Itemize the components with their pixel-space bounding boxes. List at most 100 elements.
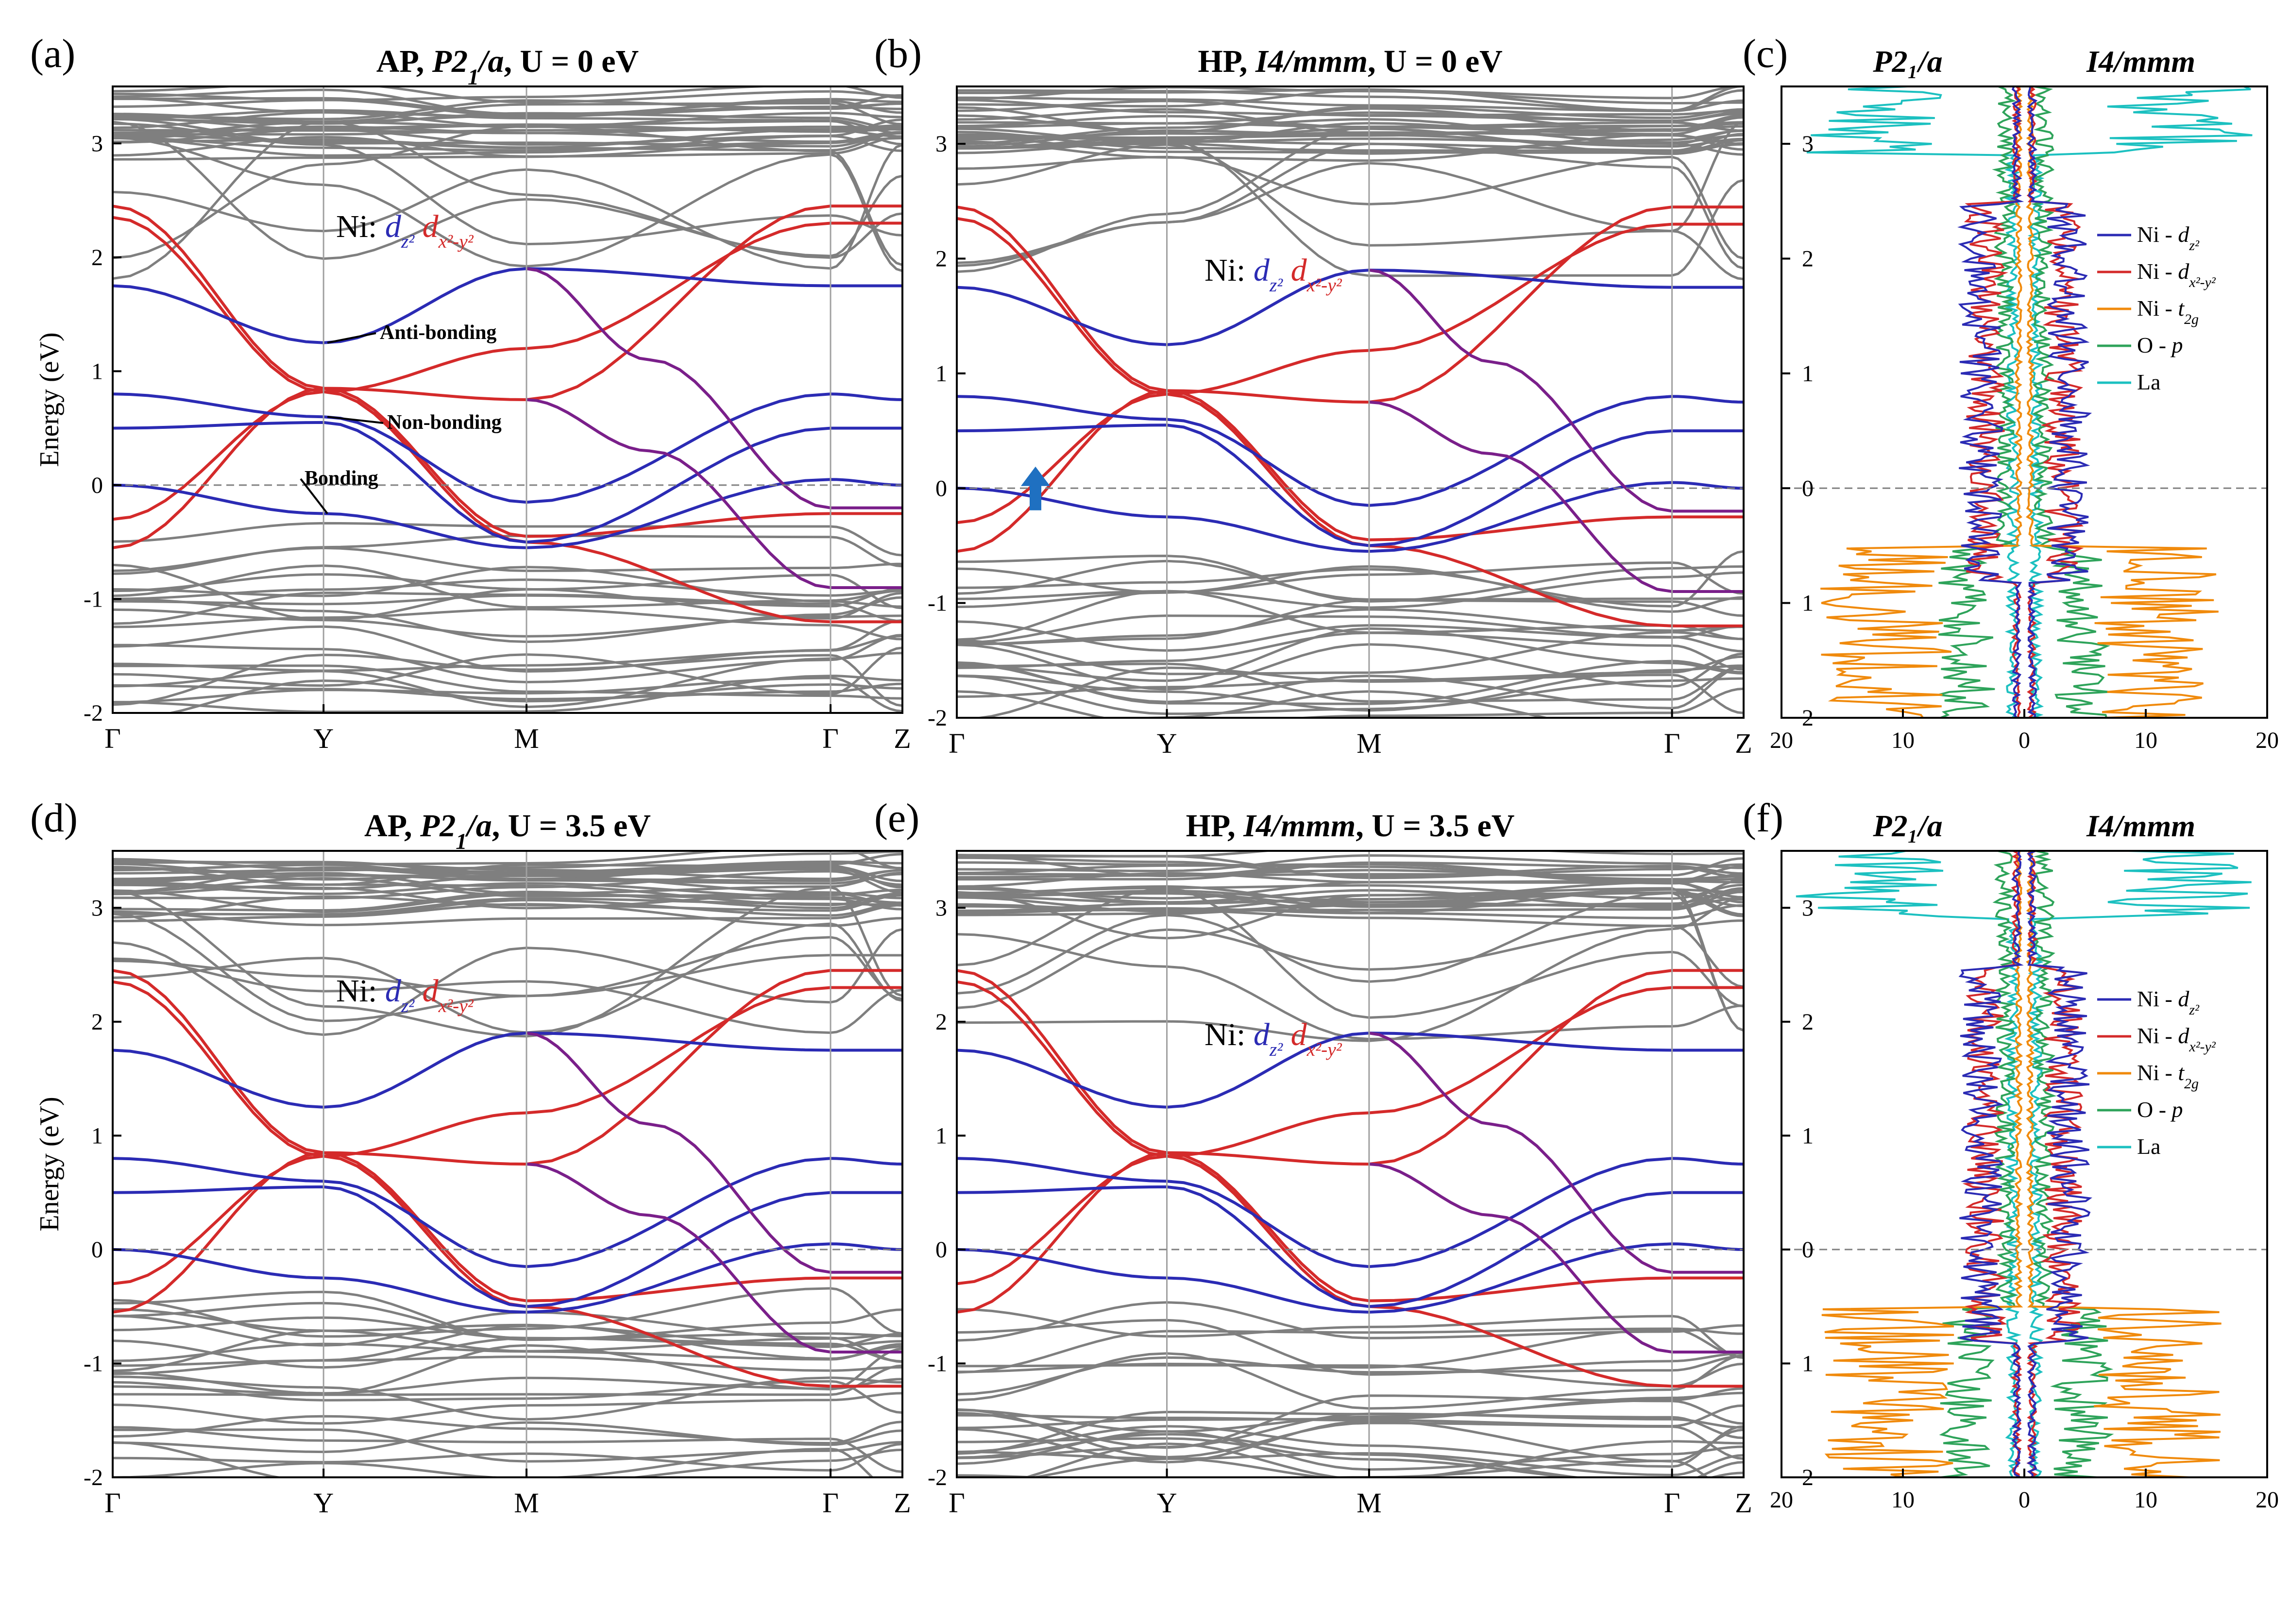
pdos-op-curve: [1938, 86, 2017, 718]
y-tick-label: -1: [928, 591, 947, 616]
kpoint-label: Γ: [949, 727, 965, 759]
legend-entry: Ni - dz²: [2137, 222, 2200, 254]
x-tick-label: 10: [2134, 1487, 2157, 1513]
pdos-la-curve: [2027, 851, 2252, 1477]
band-panel-a: (a) AP, P21/a, U = 0 eV 3 2 1 0 -1 -2 Energy (eV…: [30, 31, 911, 754]
pdos-t2g-curve: [2025, 86, 2219, 718]
kpoint-label: Y: [1157, 727, 1177, 759]
y-tick-label: 1: [1802, 1351, 1814, 1376]
band-line-dz2: [113, 267, 902, 344]
y-tick-label: -2: [84, 700, 103, 726]
band-line-mixed: [526, 1163, 902, 1353]
band-line-mixed: [1369, 1163, 1744, 1353]
y-tick-label: 2: [1802, 1465, 1814, 1490]
pdos-curves: [1796, 851, 2252, 1477]
band-line-mixed: [526, 267, 902, 509]
legend-entry: La: [2137, 1134, 2161, 1159]
panel-title: HP, I4/mmm, U = 3.5 eV: [1186, 808, 1515, 844]
kpoint-label: Γ: [949, 1487, 965, 1519]
y-tick-label: 0: [91, 473, 103, 498]
band-line-mixed: [1369, 1032, 1744, 1274]
band-line-other: [957, 133, 1744, 277]
panel-title: HP, I4/mmm, U = 0 eV: [1198, 44, 1502, 79]
pdos-header-left: P2₁/a: [1872, 44, 1942, 79]
x-tick-label: 10: [1891, 1487, 1915, 1513]
band-line-dx2: [113, 980, 902, 1158]
x-tick-label: 10: [1891, 727, 1915, 753]
y-tick-label: 3: [1802, 131, 1814, 157]
legend-entry: Ni - dx²-y²: [2137, 1023, 2216, 1055]
panel-label: (f): [1743, 795, 1783, 841]
y-tick-label: 0: [91, 1237, 103, 1263]
y-tick-label: 3: [935, 895, 947, 921]
kpoint-label: Γ: [822, 1487, 839, 1519]
y-tick-label: -1: [84, 586, 103, 612]
panel-label: (d): [30, 795, 78, 841]
band-line-other: [113, 1441, 902, 1477]
band-line-dx2: [113, 216, 902, 393]
pdos-op-curve: [1939, 851, 2018, 1477]
pdos-header-left: P2₁/a: [1872, 809, 1942, 843]
kpoint-label: Γ: [1664, 727, 1680, 759]
kpoint-label: Y: [313, 1487, 334, 1519]
y-tick-label: 3: [1802, 895, 1814, 921]
kpoint-label: Γ: [104, 1487, 121, 1519]
annotation-arrow: [327, 332, 376, 344]
band-line-dx2: [113, 387, 902, 549]
plot-frame: [956, 85, 1745, 719]
legend-entry: Ni - dz²: [2137, 986, 2200, 1018]
bands: [113, 86, 902, 713]
pdos-dz2-curve: [1958, 851, 2024, 1477]
plot-frame: [1781, 85, 2268, 719]
y-tick-label: 2: [91, 245, 103, 271]
plot-frame: [1781, 850, 2268, 1478]
pdos-dz2-curve: [1957, 86, 2024, 718]
band-line-dx2: [113, 204, 902, 402]
band-line-other: [113, 564, 902, 609]
y-tick-label: -1: [84, 1351, 103, 1376]
y-tick-label: 1: [935, 1123, 947, 1149]
band-line-dx2: [957, 389, 1744, 553]
x-tick-label: 0: [2019, 1487, 2030, 1513]
orbital-label: Ni: dz² dx²-y²: [336, 209, 474, 252]
band-line-dx2: [957, 392, 1744, 627]
y-tick-label: 1: [1802, 1123, 1814, 1149]
band-line-other: [957, 1451, 1335, 1477]
band-line-mixed: [1369, 269, 1744, 513]
band-line-mixed: [526, 1032, 902, 1274]
y-tick-label: 2: [1802, 705, 1814, 731]
band-line-dx2: [957, 969, 1744, 1166]
kpoint-label: Γ: [1664, 1487, 1680, 1519]
band-line-dz2: [957, 1032, 1744, 1109]
panel-label: (a): [30, 31, 75, 76]
y-tick-label: 0: [1802, 1237, 1814, 1263]
kpoint-label: Z: [894, 723, 911, 754]
x-tick-label: 20: [1770, 1487, 1793, 1513]
x-tick-label: 20: [2256, 1487, 2279, 1513]
y-tick-label: 2: [91, 1009, 103, 1035]
y-tick-label: -2: [928, 705, 947, 731]
band-line-other: [957, 933, 1744, 1041]
orbital-label: Ni: dz² dx²-y²: [1204, 253, 1342, 296]
y-tick-label: 2: [935, 246, 947, 272]
band-line-other: [113, 619, 902, 673]
band-annotation: Bonding: [305, 467, 378, 490]
legend-entry: La: [2137, 370, 2161, 394]
legend-entry: O - p: [2137, 1097, 2183, 1122]
plot-frame: [956, 850, 1745, 1478]
plot-frame: [112, 85, 903, 714]
band-line-other: [957, 1301, 1744, 1342]
band-annotation: Anti-bonding: [380, 321, 496, 344]
annotation-arrow: [327, 416, 384, 424]
y-tick-label: -2: [928, 1465, 947, 1490]
kpoint-label: Z: [1735, 1487, 1752, 1519]
legend-entry: Ni - t2g: [2137, 296, 2199, 327]
y-tick-label: 2: [935, 1009, 947, 1035]
arrow-icon: [1021, 466, 1050, 510]
pdos-t2g-curve: [1820, 86, 2023, 718]
y-axis-label: Energy (eV): [34, 1097, 65, 1231]
